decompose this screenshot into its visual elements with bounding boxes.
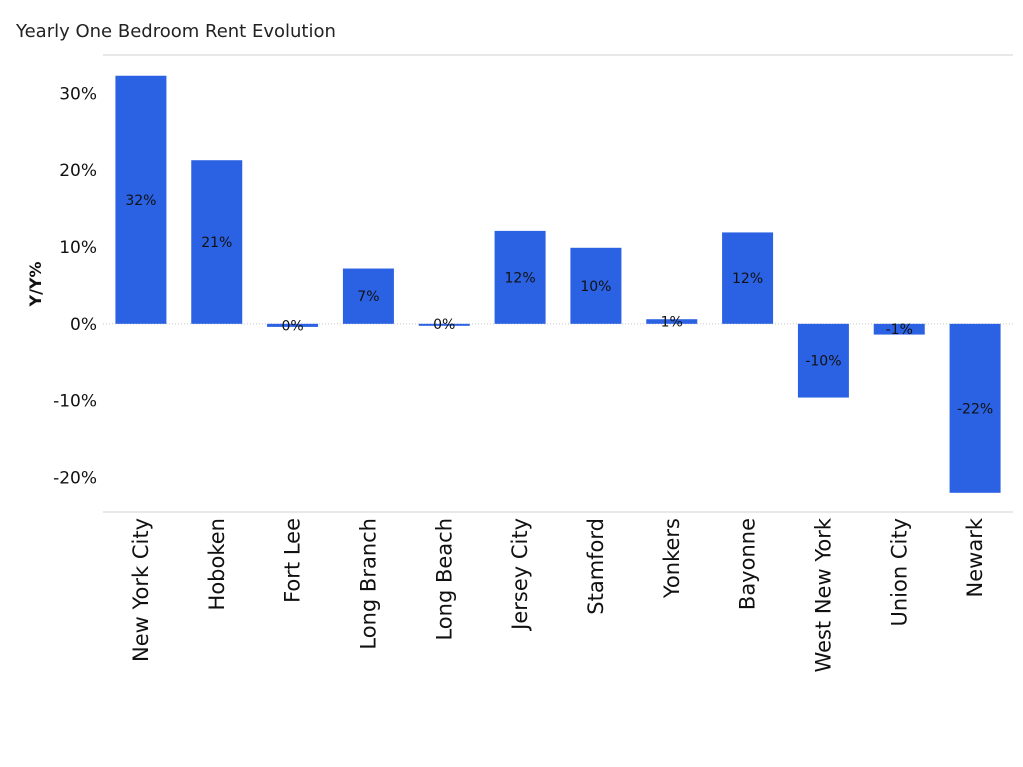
category-label: Stamford bbox=[584, 518, 608, 615]
y-axis-ticks: -20% -10% 0% 10% 20% 30% bbox=[53, 84, 97, 488]
data-label: -1% bbox=[886, 322, 913, 338]
bar bbox=[722, 232, 774, 324]
data-label: -22% bbox=[957, 401, 993, 417]
data-label: 12% bbox=[732, 271, 763, 287]
chart-title: Yearly One Bedroom Rent Evolution bbox=[16, 21, 336, 42]
category-label: Yonkers bbox=[660, 518, 684, 599]
bar bbox=[418, 323, 470, 326]
category-label: West New York bbox=[811, 517, 835, 672]
data-label: 10% bbox=[580, 279, 611, 295]
category-label: Newark bbox=[963, 517, 987, 597]
category-labels: New York City Hoboken Fort Lee Long Branch L… bbox=[129, 517, 987, 672]
y-tick-label: -20% bbox=[53, 468, 97, 488]
data-labels: 32% 21% 0% 7% 0% 12% 10% 1% 12% -10% -1% -22% bbox=[125, 193, 993, 418]
bar bbox=[646, 319, 698, 324]
bar bbox=[797, 323, 849, 398]
bar bbox=[949, 323, 1001, 493]
bar bbox=[494, 230, 546, 324]
y-tick-label: 20% bbox=[59, 161, 97, 181]
y-axis-label: Y/Y% bbox=[26, 261, 45, 307]
data-label: 12% bbox=[505, 270, 536, 286]
category-label: New York City bbox=[129, 518, 153, 662]
category-label: Jersey City bbox=[508, 518, 532, 632]
bars bbox=[115, 75, 1001, 493]
data-label: -10% bbox=[805, 354, 841, 370]
category-label: Fort Lee bbox=[281, 518, 305, 603]
y-tick-label: 0% bbox=[70, 315, 97, 335]
category-label: Long Beach bbox=[432, 518, 456, 641]
bar bbox=[115, 75, 167, 324]
data-label: 1% bbox=[661, 315, 683, 331]
category-label: Hoboken bbox=[205, 518, 229, 610]
bar bbox=[267, 323, 319, 327]
y-tick-label: 30% bbox=[59, 84, 97, 104]
bar bbox=[570, 247, 622, 324]
y-tick-label: -10% bbox=[53, 392, 97, 412]
bar bbox=[191, 160, 243, 324]
data-label: 0% bbox=[433, 317, 455, 333]
bar bbox=[873, 323, 925, 335]
y-tick-label: 10% bbox=[59, 238, 97, 258]
category-label: Bayonne bbox=[736, 518, 760, 610]
category-label: Long Branch bbox=[356, 518, 380, 650]
bar bbox=[342, 268, 394, 324]
data-label: 7% bbox=[357, 289, 379, 305]
data-label: 32% bbox=[125, 193, 156, 209]
category-label: Union City bbox=[887, 518, 911, 627]
data-label: 0% bbox=[281, 318, 303, 334]
data-label: 21% bbox=[201, 235, 232, 251]
